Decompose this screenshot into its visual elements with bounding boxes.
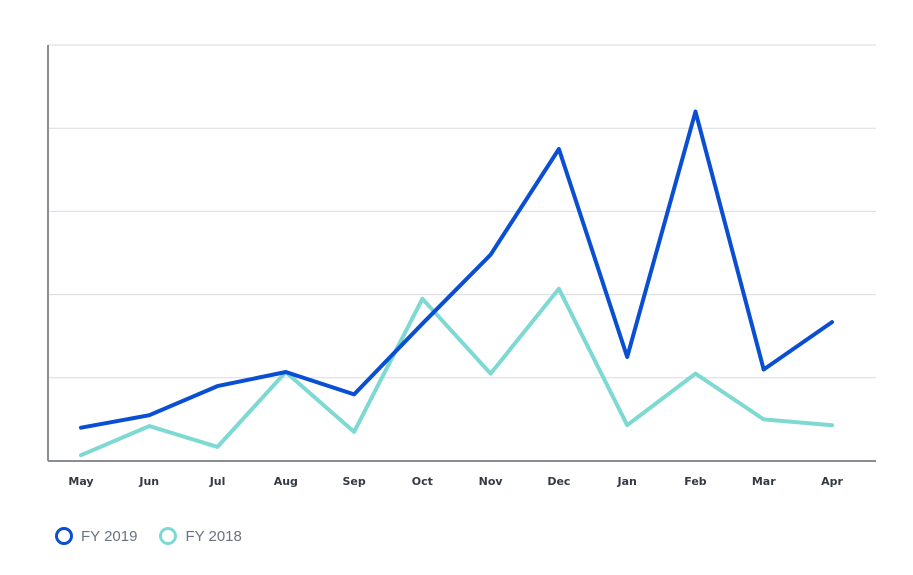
- x-tick-label: Jan: [617, 475, 637, 488]
- legend: FY 2019 FY 2018: [55, 527, 242, 545]
- x-tick-label: Sep: [342, 475, 365, 488]
- legend-label-fy2019: FY 2019: [81, 527, 138, 545]
- legend-item-fy2018: FY 2018: [159, 527, 242, 545]
- series-line-fy-2019: [79, 109, 834, 430]
- x-tick-label: Nov: [479, 475, 504, 488]
- x-tick-label: May: [68, 475, 93, 488]
- axes: [47, 45, 876, 462]
- line-chart: May Jun Jul Aug Sep Oct Nov Dec Jan Feb Mar Apr: [47, 44, 876, 488]
- legend-label-fy2018: FY 2018: [185, 527, 242, 545]
- x-tick-labels: May Jun Jul Aug Sep Oct Nov Dec Jan Feb Mar Apr: [68, 475, 843, 488]
- x-tick-label: Oct: [412, 475, 433, 488]
- legend-swatch-fy2018: [159, 527, 178, 545]
- gridlines: [48, 44, 876, 379]
- legend-swatch-fy2019: [55, 527, 73, 545]
- x-tick-label: Jun: [138, 475, 159, 488]
- x-tick-label: Feb: [684, 475, 707, 488]
- legend-item-fy2019: FY 2019: [55, 527, 137, 545]
- x-tick-label: Dec: [547, 475, 570, 488]
- x-tick-label: Apr: [821, 475, 843, 488]
- x-tick-label: Jul: [209, 475, 226, 488]
- x-tick-label: Aug: [274, 475, 298, 488]
- x-tick-label: Mar: [752, 475, 776, 488]
- series-lines: [79, 109, 834, 458]
- series-line-fy-2018: [79, 286, 834, 458]
